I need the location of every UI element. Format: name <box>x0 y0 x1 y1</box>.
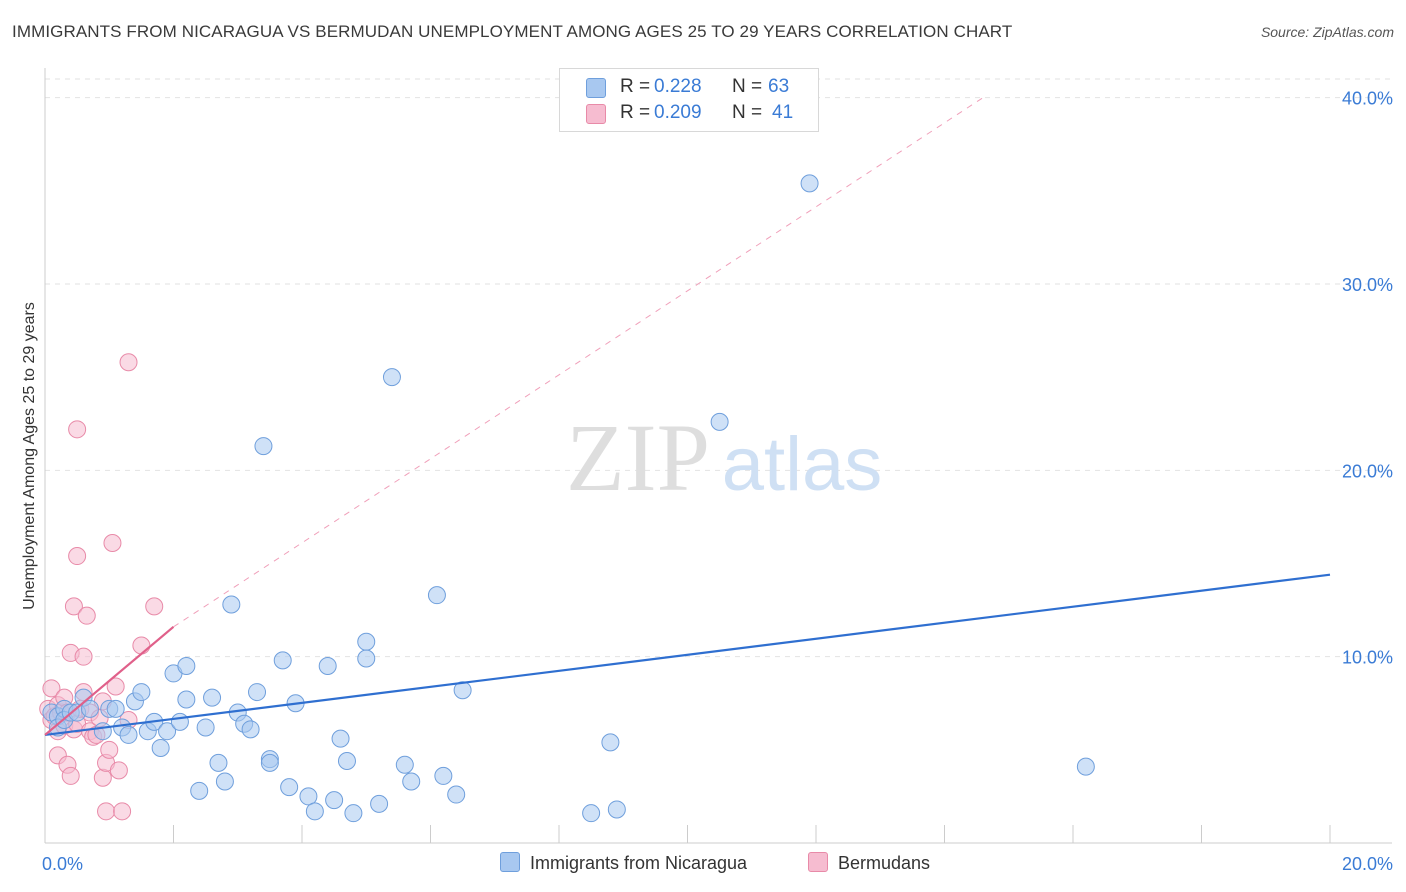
data-point-nicaragua <box>241 720 260 739</box>
data-point-nicaragua <box>196 718 215 737</box>
data-point-nicaragua <box>601 733 620 752</box>
data-point-nicaragua <box>382 368 401 387</box>
data-point-nicaragua <box>337 752 356 771</box>
series-nicaragua <box>42 174 1095 823</box>
trendline-nicaragua <box>44 573 1331 737</box>
chart-title: IMMIGRANTS FROM NICARAGUA VS BERMUDAN UN… <box>12 22 1013 41</box>
data-point-nicaragua <box>344 804 363 823</box>
x-tick-label: 0.0% <box>42 854 83 874</box>
data-point-bermudans <box>109 761 128 780</box>
legend-n-value: 41 <box>772 102 794 123</box>
bottom-swatch-pink <box>808 852 828 872</box>
x-tick-label: 20.0% <box>1342 854 1393 874</box>
data-point-nicaragua <box>119 725 138 744</box>
trendline-bermudans-extension <box>173 97 984 628</box>
data-point-nicaragua <box>260 753 279 772</box>
source-label: Source: ZipAtlas.com <box>1260 24 1394 40</box>
grid-lines <box>45 78 1392 658</box>
data-point-nicaragua <box>93 722 112 741</box>
legend-r-label: R = <box>620 102 651 123</box>
data-point-nicaragua <box>254 437 273 456</box>
legend-swatch-blue <box>586 78 606 98</box>
legend-r-label: R = <box>620 76 651 97</box>
data-point-nicaragua <box>132 683 151 702</box>
bottom-legend-label: Bermudans <box>838 853 931 873</box>
bottom-legend-nicaragua: Immigrants from Nicaragua <box>500 852 747 874</box>
data-point-nicaragua <box>170 712 189 731</box>
bottom-legend-label: Immigrants from Nicaragua <box>530 853 748 873</box>
y-tick-label: 30.0% <box>1342 275 1393 295</box>
watermark-zip: ZIP <box>566 404 710 511</box>
data-point-nicaragua <box>203 688 222 707</box>
data-point-bermudans <box>132 636 151 655</box>
data-point-nicaragua <box>453 681 472 700</box>
data-point-nicaragua <box>402 772 421 791</box>
data-point-nicaragua <box>395 755 414 774</box>
legend-n-label: N = <box>732 76 763 97</box>
data-point-bermudans <box>93 768 112 787</box>
legend-n-value: 63 <box>768 76 790 97</box>
legend-box: R = 0.228 N = 63 R = 0.209 N = 41 <box>559 68 819 132</box>
tick-labels: 10.0% 20.0% 30.0% 40.0% 0.0% 20.0% <box>42 89 1393 874</box>
watermark-atlas: atlas <box>722 422 883 507</box>
data-point-bermudans <box>61 766 80 785</box>
data-point-nicaragua <box>710 412 729 431</box>
data-point-nicaragua <box>305 802 324 821</box>
data-point-nicaragua <box>370 794 389 813</box>
data-point-nicaragua <box>427 586 446 605</box>
data-point-bermudans <box>77 606 96 625</box>
data-point-bermudans <box>68 547 87 566</box>
data-point-bermudans <box>97 802 116 821</box>
data-point-nicaragua <box>434 766 453 785</box>
data-point-bermudans <box>106 677 125 696</box>
data-point-nicaragua <box>582 804 601 823</box>
trendlines <box>44 97 1331 737</box>
y-tick-label: 10.0% <box>1342 648 1393 668</box>
data-point-nicaragua <box>158 722 177 741</box>
data-point-nicaragua <box>151 738 170 757</box>
y-tick-label: 40.0% <box>1342 89 1393 109</box>
data-point-nicaragua <box>80 699 99 718</box>
bottom-swatch-blue <box>500 852 520 872</box>
series-bermudans <box>39 353 164 821</box>
legend-swatch-pink <box>586 104 606 124</box>
data-point-bermudans <box>113 802 132 821</box>
data-point-bermudans <box>74 647 93 666</box>
data-point-nicaragua <box>800 174 819 193</box>
data-point-nicaragua <box>325 791 344 810</box>
legend-n-label: N = <box>732 102 763 123</box>
data-point-bermudans <box>100 740 119 759</box>
data-point-nicaragua <box>1076 757 1095 776</box>
legend-r-value: 0.209 <box>654 102 702 123</box>
data-point-nicaragua <box>222 595 241 614</box>
data-point-nicaragua <box>447 785 466 804</box>
data-point-nicaragua <box>215 772 234 791</box>
data-point-bermudans <box>103 533 122 552</box>
y-tick-label: 20.0% <box>1342 461 1393 481</box>
data-point-bermudans <box>68 420 87 439</box>
data-point-nicaragua <box>607 800 626 819</box>
data-point-nicaragua <box>357 632 376 651</box>
bottom-legend-bermudans: Bermudans <box>808 852 930 874</box>
trendline-bermudans <box>44 626 175 736</box>
data-point-bermudans <box>64 597 83 616</box>
legend-r-value: 0.228 <box>654 76 702 97</box>
data-point-nicaragua <box>357 649 376 668</box>
data-point-bermudans <box>119 353 138 372</box>
data-point-nicaragua <box>177 690 196 709</box>
data-point-nicaragua <box>299 787 318 806</box>
data-point-nicaragua <box>248 683 267 702</box>
data-point-nicaragua <box>106 699 125 718</box>
data-point-nicaragua <box>331 729 350 748</box>
data-point-nicaragua <box>318 656 337 675</box>
data-point-nicaragua <box>177 656 196 675</box>
data-point-nicaragua <box>190 781 209 800</box>
y-axis-title: Unemployment Among Ages 25 to 29 years <box>21 302 38 610</box>
data-point-nicaragua <box>280 778 299 797</box>
data-point-bermudans <box>42 679 61 698</box>
data-point-bermudans <box>145 597 164 616</box>
data-point-nicaragua <box>273 651 292 670</box>
data-point-nicaragua <box>209 753 228 772</box>
